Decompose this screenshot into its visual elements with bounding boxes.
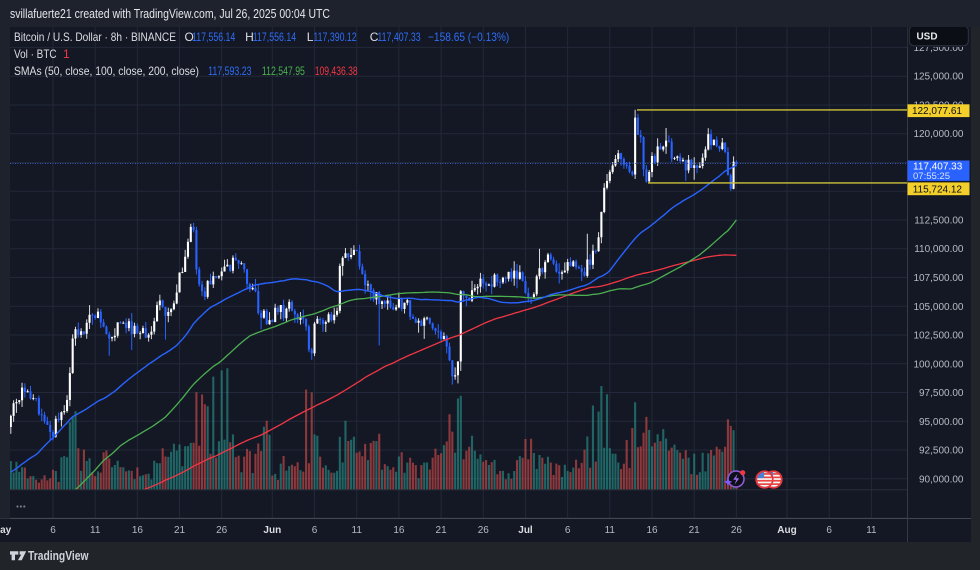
- svg-text:6: 6: [826, 525, 832, 536]
- svg-text:120,000.00: 120,000.00: [913, 129, 963, 140]
- svg-text:11: 11: [605, 525, 616, 536]
- svg-text:H: H: [245, 30, 254, 44]
- svg-text:C: C: [370, 30, 379, 44]
- svg-text:95,000.00: 95,000.00: [919, 417, 964, 428]
- svg-text:105,000.00: 105,000.00: [913, 302, 963, 313]
- svg-text:O: O: [185, 30, 194, 44]
- svg-text:26: 26: [731, 525, 743, 536]
- svg-text:21: 21: [689, 525, 701, 536]
- svg-text:6: 6: [312, 525, 318, 536]
- svg-text:90,000.00: 90,000.00: [919, 474, 964, 485]
- svg-text:16: 16: [132, 525, 144, 536]
- svg-text:6: 6: [565, 525, 571, 536]
- svg-text:16: 16: [393, 525, 405, 536]
- svg-text:TradingView: TradingView: [28, 548, 89, 563]
- svg-text:110,000.00: 110,000.00: [914, 244, 964, 255]
- svg-text:117,556.14: 117,556.14: [192, 30, 236, 44]
- svg-text:102,500.00: 102,500.00: [913, 331, 963, 342]
- svg-text:USD: USD: [917, 31, 938, 43]
- svg-text:112,500.00: 112,500.00: [914, 216, 964, 227]
- svg-text:16: 16: [646, 525, 658, 536]
- svg-text:svillafuerte21 created with Tr: svillafuerte21 created with TradingView.…: [10, 7, 330, 21]
- svg-text:92,500.00: 92,500.00: [919, 446, 964, 457]
- svg-text:107,500.00: 107,500.00: [913, 273, 963, 284]
- svg-text:100,000.00: 100,000.00: [913, 359, 963, 370]
- svg-text:L: L: [307, 30, 314, 44]
- svg-text:117,556.14: 117,556.14: [253, 30, 297, 44]
- svg-text:21: 21: [436, 525, 448, 536]
- svg-text:6: 6: [50, 525, 56, 536]
- svg-text:26: 26: [216, 525, 228, 536]
- svg-text:11: 11: [352, 525, 363, 536]
- svg-text:127,500.00: 127,500.00: [913, 43, 963, 54]
- svg-text:Bitcoin / U.S. Dollar · 8h · B: Bitcoin / U.S. Dollar · 8h · BINANCE: [14, 30, 176, 44]
- svg-text:1: 1: [63, 47, 70, 61]
- svg-text:109,436.38: 109,436.38: [315, 64, 358, 78]
- svg-text:117,407.33: 117,407.33: [913, 161, 963, 172]
- svg-text:117,593.23: 117,593.23: [208, 64, 252, 78]
- svg-text:115,724.12: 115,724.12: [913, 184, 963, 195]
- svg-text:117,390.12: 117,390.12: [313, 30, 357, 44]
- svg-text:Aug: Aug: [777, 525, 796, 536]
- svg-text:Jul: Jul: [518, 525, 533, 536]
- svg-text:122,077.61: 122,077.61: [912, 106, 962, 117]
- svg-text:SMAs (50, close, 100, close, 2: SMAs (50, close, 100, close, 200, close): [14, 64, 199, 78]
- svg-text:Jun: Jun: [263, 525, 281, 536]
- svg-text:117,407.33: 117,407.33: [377, 30, 421, 44]
- svg-text:26: 26: [478, 525, 490, 536]
- svg-text:11: 11: [866, 525, 877, 536]
- svg-text:07:55:25: 07:55:25: [913, 171, 950, 182]
- svg-text:112,547.95: 112,547.95: [262, 64, 305, 78]
- svg-text:Vol · BTC: Vol · BTC: [14, 47, 57, 61]
- svg-text:21: 21: [174, 525, 186, 536]
- svg-text:May: May: [0, 525, 12, 536]
- svg-text:11: 11: [90, 525, 101, 536]
- svg-text:125,000.00: 125,000.00: [913, 72, 963, 83]
- svg-text:97,500.00: 97,500.00: [919, 388, 964, 399]
- svg-text:−158.65 (−0.13%): −158.65 (−0.13%): [428, 30, 509, 44]
